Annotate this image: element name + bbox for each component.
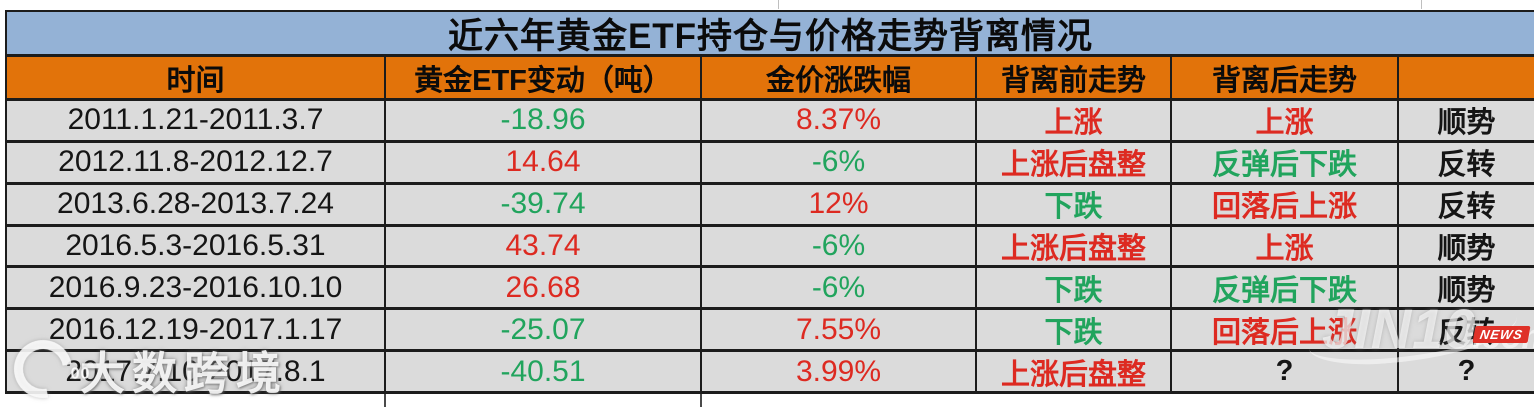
cell-result: 反转 xyxy=(1437,191,1496,224)
cell-after-trend: 上涨 xyxy=(1172,226,1399,266)
cell-before-trend: 上涨后盘整 xyxy=(977,226,1172,266)
cell-price-change: 8.37% xyxy=(702,101,977,140)
cell-before-trend: 上涨后盘整 xyxy=(977,352,1172,392)
cell-time: 2016.9.23-2016.10.10 xyxy=(7,268,386,308)
cell-etf-change: -39.74 xyxy=(386,184,702,224)
cell-result: 顺势 xyxy=(1437,233,1496,266)
top-margin-strip xyxy=(0,0,1534,10)
cell-price-change: 12% xyxy=(702,184,977,224)
header-cell-etf-change: 黄金ETF变动（吨） xyxy=(386,57,702,98)
cell-result: 反转 xyxy=(1437,316,1496,349)
cell-time: 2011.1.21-2011.3.7 xyxy=(7,101,386,140)
cell-after-trend: 回落后上涨 xyxy=(1172,310,1399,350)
bottom-margin-strip xyxy=(0,394,1534,407)
cell-etf-change: 14.64 xyxy=(386,142,702,182)
cell-etf-change: -40.51 xyxy=(386,352,702,392)
table-row: 2016.5.3-2016.5.31 43.74 -6% 上涨后盘整 上涨 顺势 xyxy=(7,226,1534,269)
header-cell-time: 时间 xyxy=(7,57,386,98)
cell-etf-change: 26.68 xyxy=(386,268,702,308)
cell-price-change: 3.99% xyxy=(702,352,977,392)
cell-time: 2016.12.19-2017.1.17 xyxy=(7,310,386,350)
table-row: 2016.12.19-2017.1.17 -25.07 7.55% 下跌 回落后上涨 反转 xyxy=(7,310,1534,353)
header-cell-before-trend: 背离前走势 xyxy=(977,57,1172,98)
cell-before-trend: 上涨 xyxy=(977,101,1172,140)
table-body: 2011.1.21-2011.3.7 -18.96 8.37% 上涨 上涨 顺势 2012.… xyxy=(7,101,1534,395)
cell-after-trend: 反弹后下跌 xyxy=(1172,142,1399,182)
table-row: 2016.9.23-2016.10.10 26.68 -6% 下跌 反弹后下跌 顺势 xyxy=(7,268,1534,311)
cell-after-trend: 上涨 xyxy=(1172,101,1399,140)
header-row: 时间 黄金ETF变动（吨） 金价涨跌幅 背离前走势 背离后走势 xyxy=(7,57,1534,101)
gridline xyxy=(700,394,702,407)
cell-before-trend: 下跌 xyxy=(977,310,1172,350)
gridline xyxy=(778,0,779,9)
cell-after-trend: ? xyxy=(1172,352,1399,392)
cell-result: 反转 xyxy=(1437,149,1496,182)
cell-etf-change: 43.74 xyxy=(386,226,702,266)
table-row: 2013.6.28-2013.7.24 -39.74 12% 下跌 回落后上涨 反转 xyxy=(7,184,1534,227)
cell-before-trend: 下跌 xyxy=(977,268,1172,308)
cell-result: 顺势 xyxy=(1437,274,1496,307)
header-cell-after-trend: 背离后走势 xyxy=(1172,57,1399,98)
table-row: 2011.1.21-2011.3.7 -18.96 8.37% 上涨 上涨 顺势 xyxy=(7,101,1534,143)
table-row: 2012.11.8-2012.12.7 14.64 -6% 上涨后盘整 反弹后下跌 反转 xyxy=(7,142,1534,185)
cell-price-change: -6% xyxy=(702,268,977,308)
cell-time: 2017.7.10-2017.8.1 xyxy=(7,352,386,392)
cell-time: 2012.11.8-2012.12.7 xyxy=(7,142,386,182)
gridline xyxy=(1421,0,1422,9)
header-cell-result xyxy=(1399,57,1534,98)
cell-price-change: -6% xyxy=(702,226,977,266)
header-cell-price-change: 金价涨跌幅 xyxy=(702,57,977,98)
cell-etf-change: -25.07 xyxy=(386,310,702,350)
cell-before-trend: 上涨后盘整 xyxy=(977,142,1172,182)
cell-price-change: -6% xyxy=(702,142,977,182)
cell-price-change: 7.55% xyxy=(702,310,977,350)
cell-etf-change: -18.96 xyxy=(386,101,702,140)
divergence-table: 近六年黄金ETF持仓与价格走势背离情况 时间 黄金ETF变动（吨） 金价涨跌幅 … xyxy=(5,10,1534,395)
cell-time: 2016.5.3-2016.5.31 xyxy=(7,226,386,266)
cell-after-trend: 反弹后下跌 xyxy=(1172,268,1399,308)
table-title: 近六年黄金ETF持仓与价格走势背离情况 xyxy=(7,10,1534,57)
cell-result: 顺势 xyxy=(1437,107,1496,140)
gridline xyxy=(384,394,386,407)
cell-after-trend: 回落后上涨 xyxy=(1172,184,1399,224)
cell-time: 2013.6.28-2013.7.24 xyxy=(7,184,386,224)
table-row: 2017.7.10-2017.8.1 -40.51 3.99% 上涨后盘整?? xyxy=(7,352,1534,395)
cell-before-trend: 下跌 xyxy=(977,184,1172,224)
cell-result: ? xyxy=(1457,355,1476,388)
